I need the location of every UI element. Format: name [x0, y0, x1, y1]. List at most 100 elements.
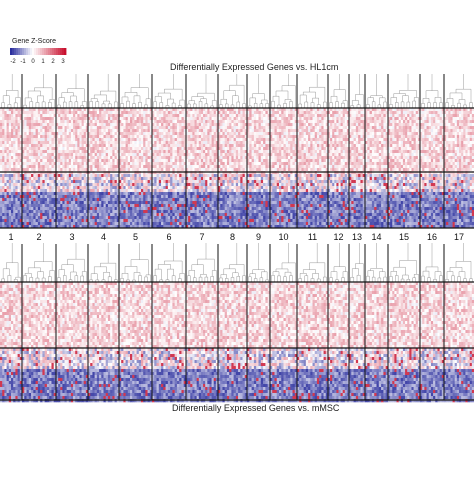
heat-cell: [73, 180, 75, 183]
heat-cell: [175, 165, 178, 168]
heat-cell: [36, 213, 39, 216]
dendrogram-branch: [167, 99, 173, 105]
heat-cell: [207, 156, 209, 159]
heat-cell: [157, 186, 160, 189]
heat-cell: [4, 141, 7, 144]
heat-cell: [75, 120, 77, 123]
heat-cell: [101, 207, 104, 210]
heat-cell: [254, 147, 257, 150]
heat-cell: [115, 204, 118, 207]
heat-cell: [222, 147, 225, 150]
heat-cell: [4, 189, 7, 192]
heat-cell: [27, 222, 30, 225]
heat-cell: [97, 156, 100, 159]
heat-cell: [179, 129, 182, 132]
dendrogram-branch: [134, 96, 140, 104]
heat-cell: [197, 192, 199, 195]
heat-cell: [31, 111, 34, 114]
heat-cell: [234, 174, 237, 177]
heat-cell: [121, 129, 124, 132]
heat-cell: [38, 216, 41, 219]
heat-cell: [137, 123, 140, 126]
heat-cell: [212, 138, 214, 141]
heat-cell: [256, 222, 259, 225]
heat-cell: [18, 183, 21, 186]
heat-cell: [139, 213, 142, 216]
heat-cell: [203, 195, 205, 198]
heat-cell: [256, 177, 259, 180]
heat-cell: [67, 210, 69, 213]
heat-cell: [154, 201, 157, 204]
heat-cell: [190, 219, 192, 222]
dendrogram-branch: [237, 102, 240, 108]
heat-cell: [163, 192, 166, 195]
heat-cell: [126, 135, 129, 138]
heat-cell: [77, 168, 79, 171]
heat-cell: [75, 201, 77, 204]
heat-cell: [157, 165, 160, 168]
heat-cell: [9, 114, 12, 117]
heat-cell: [71, 219, 73, 222]
heat-cell: [121, 183, 124, 186]
heat-cell: [259, 141, 262, 144]
heat-cell: [130, 195, 133, 198]
heat-cell: [154, 195, 157, 198]
heat-cell: [222, 123, 225, 126]
heat-cell: [254, 117, 257, 120]
heat-cell: [134, 114, 137, 117]
heat-cell: [195, 147, 197, 150]
heat-cell: [170, 120, 173, 123]
heat-cell: [181, 120, 184, 123]
heat-cell: [172, 195, 175, 198]
heat-cell: [256, 186, 259, 189]
heat-cell: [227, 207, 230, 210]
heat-cell: [65, 165, 67, 168]
heat-cell: [0, 219, 3, 222]
heat-cell: [49, 189, 52, 192]
heat-cell: [195, 135, 197, 138]
heat-cell: [84, 174, 86, 177]
heat-cell: [263, 219, 266, 222]
heat-cell: [11, 177, 14, 180]
heat-cell: [92, 189, 95, 192]
heat-cell: [62, 186, 64, 189]
heat-cell: [192, 174, 194, 177]
heat-cell: [205, 189, 207, 192]
heat-cell: [15, 159, 18, 162]
heat-cell: [157, 168, 160, 171]
heat-cell: [141, 138, 144, 141]
heat-cell: [234, 183, 237, 186]
heat-cell: [259, 180, 262, 183]
heat-cell: [9, 162, 12, 165]
heat-cell: [36, 207, 39, 210]
heat-cell: [159, 162, 162, 165]
heat-cell: [209, 114, 211, 117]
heat-cell: [145, 141, 148, 144]
heat-cell: [58, 132, 60, 135]
heat-cell: [172, 129, 175, 132]
heat-cell: [238, 201, 241, 204]
heat-cell: [13, 192, 16, 195]
heat-cell: [179, 177, 182, 180]
heat-cell: [207, 207, 209, 210]
heat-cell: [179, 201, 182, 204]
heat-cell: [0, 129, 3, 132]
heat-cell: [42, 207, 45, 210]
heat-cell: [249, 168, 252, 171]
heat-cell: [157, 129, 160, 132]
heat-cell: [229, 153, 232, 156]
heat-cell: [18, 135, 21, 138]
heat-cell: [163, 177, 166, 180]
heat-cell: [137, 201, 140, 204]
heat-cell: [110, 174, 113, 177]
heat-cell: [92, 213, 95, 216]
heat-cell: [195, 210, 197, 213]
heat-cell: [170, 117, 173, 120]
heat-cell: [170, 111, 173, 114]
heat-cell: [190, 129, 192, 132]
heat-cell: [227, 198, 230, 201]
heat-cell: [47, 129, 50, 132]
heat-cell: [99, 114, 102, 117]
heat-cell: [188, 135, 190, 138]
heat-cell: [71, 123, 73, 126]
